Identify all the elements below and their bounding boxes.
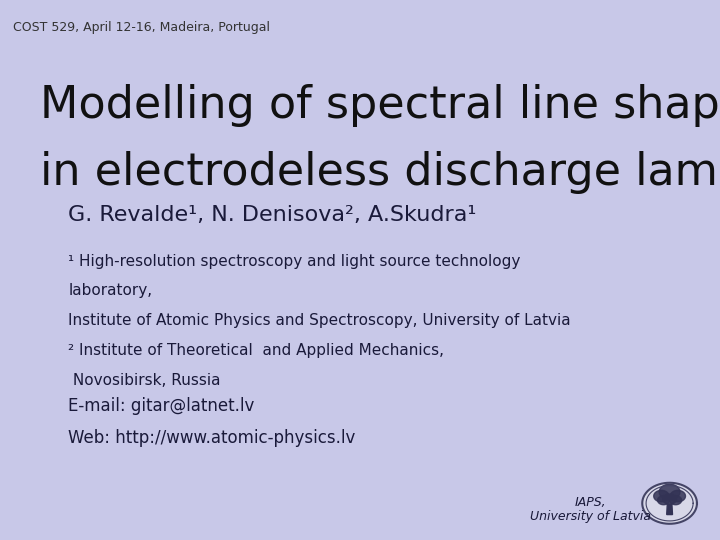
Polygon shape bbox=[670, 490, 685, 502]
Text: COST 529, April 12-16, Madeira, Portugal: COST 529, April 12-16, Madeira, Portugal bbox=[13, 21, 270, 33]
Polygon shape bbox=[654, 490, 669, 502]
Polygon shape bbox=[642, 483, 697, 524]
Text: Novosibirsk, Russia: Novosibirsk, Russia bbox=[68, 373, 221, 388]
Text: Modelling of spectral line shapes: Modelling of spectral line shapes bbox=[40, 84, 720, 127]
Polygon shape bbox=[660, 484, 680, 500]
Text: Institute of Atomic Physics and Spectroscopy, University of Latvia: Institute of Atomic Physics and Spectros… bbox=[68, 313, 571, 328]
Text: E-mail: gitar@latnet.lv: E-mail: gitar@latnet.lv bbox=[68, 397, 255, 415]
Text: laboratory,: laboratory, bbox=[68, 284, 153, 299]
Text: University of Latvia: University of Latvia bbox=[530, 510, 651, 523]
Text: in electrodeless discharge lamps: in electrodeless discharge lamps bbox=[40, 151, 720, 194]
Text: ¹ High-resolution spectroscopy and light source technology: ¹ High-resolution spectroscopy and light… bbox=[68, 254, 521, 269]
Polygon shape bbox=[670, 496, 682, 505]
Text: IAPS,: IAPS, bbox=[575, 496, 606, 509]
Polygon shape bbox=[667, 504, 672, 515]
Text: Web: http://www.atomic-physics.lv: Web: http://www.atomic-physics.lv bbox=[68, 429, 356, 447]
Polygon shape bbox=[663, 494, 677, 504]
Text: ² Institute of Theoretical  and Applied Mechanics,: ² Institute of Theoretical and Applied M… bbox=[68, 343, 444, 358]
Polygon shape bbox=[657, 496, 670, 505]
Text: G. Revalde¹, N. Denisova², A.Skudra¹: G. Revalde¹, N. Denisova², A.Skudra¹ bbox=[68, 205, 477, 225]
